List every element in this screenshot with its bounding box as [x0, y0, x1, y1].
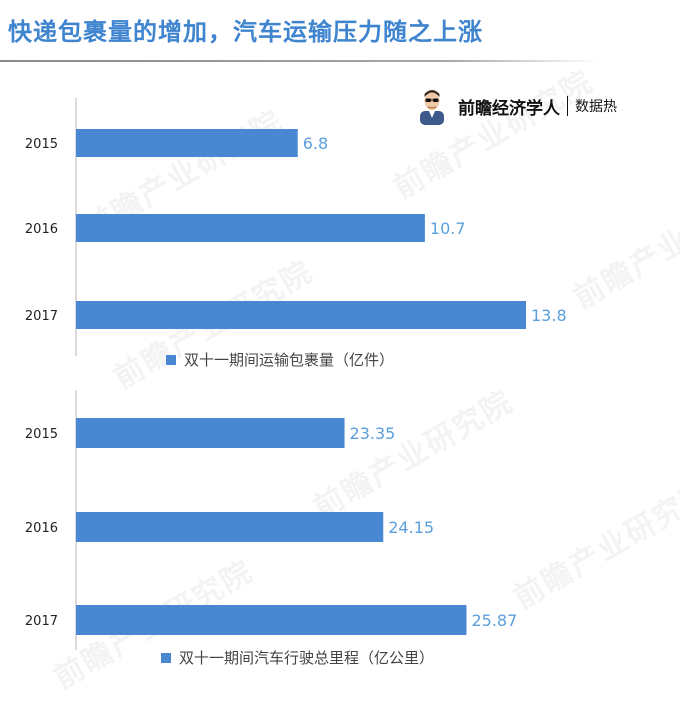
title-divider	[0, 60, 600, 62]
legend-label: 双十一期间运输包裹量（亿件）	[184, 351, 394, 369]
legend-swatch	[166, 355, 176, 365]
brand-tag: 数据热	[575, 99, 617, 115]
tick-label: 2016	[25, 521, 58, 536]
bar	[76, 301, 526, 329]
brand-name: 前瞻经济学人	[458, 98, 560, 119]
tick-label: 2017	[25, 614, 58, 629]
tick-label: 2016	[25, 222, 58, 237]
data-label: 6.8	[303, 134, 328, 153]
data-label: 13.8	[531, 306, 567, 325]
bar	[76, 129, 298, 157]
economist-avatar-icon	[420, 90, 444, 125]
legend-swatch	[161, 653, 171, 663]
legend-label: 双十一期间汽车行驶总里程（亿公里）	[179, 649, 434, 667]
tick-label: 2015	[25, 137, 58, 152]
data-label: 10.7	[430, 219, 466, 238]
data-label: 23.35	[350, 424, 396, 443]
page-title: 快递包裹量的增加，汽车运输压力随之上涨	[8, 18, 483, 46]
data-label: 24.15	[388, 518, 434, 537]
bar	[76, 418, 345, 448]
bar	[76, 605, 467, 635]
bar	[76, 214, 425, 242]
data-label: 25.87	[471, 611, 517, 630]
tick-label: 2015	[25, 427, 58, 442]
tick-label: 2017	[25, 309, 58, 324]
brand-separator	[567, 96, 568, 116]
brand-block: 前瞻经济学人 数据热	[414, 86, 617, 126]
bar	[76, 512, 384, 542]
